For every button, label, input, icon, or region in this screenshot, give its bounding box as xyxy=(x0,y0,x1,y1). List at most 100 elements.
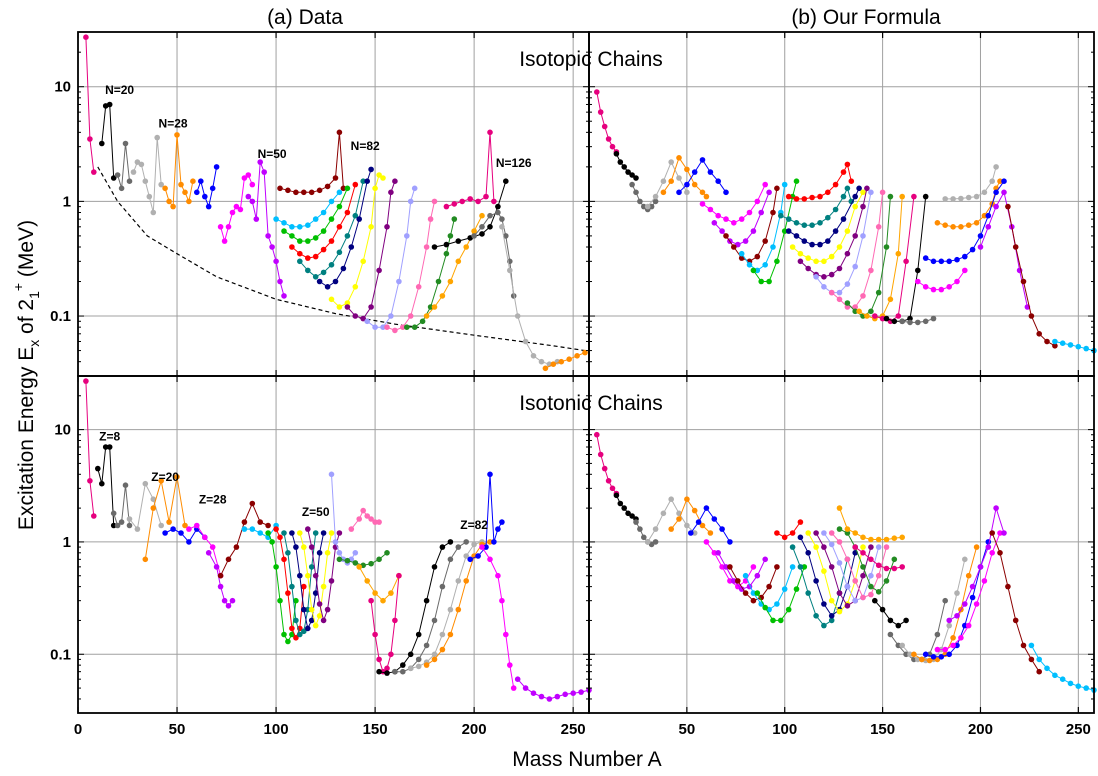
series-line xyxy=(788,188,860,246)
series xyxy=(277,129,347,196)
data-point xyxy=(316,550,323,556)
data-point xyxy=(340,265,347,272)
data-point xyxy=(305,267,311,274)
data-point xyxy=(946,651,952,658)
series-line xyxy=(220,502,269,576)
data-point xyxy=(597,451,604,458)
data-point xyxy=(903,651,909,658)
data-point xyxy=(384,670,390,676)
series xyxy=(471,209,517,299)
series xyxy=(1052,338,1097,354)
data-point xyxy=(507,662,513,668)
data-point xyxy=(495,203,501,210)
data-point xyxy=(821,274,827,280)
data-point xyxy=(289,530,295,536)
data-point xyxy=(750,564,757,570)
series xyxy=(467,471,505,563)
series xyxy=(594,89,620,155)
data-point xyxy=(126,516,133,522)
data-point xyxy=(652,198,659,205)
data-point xyxy=(1052,343,1058,349)
data-point xyxy=(836,590,843,596)
series xyxy=(872,597,909,629)
data-point xyxy=(652,539,659,545)
data-point xyxy=(202,534,208,541)
data-point xyxy=(973,193,980,200)
data-point xyxy=(836,560,843,566)
series xyxy=(542,349,588,372)
series xyxy=(289,530,327,632)
series-line xyxy=(596,434,617,494)
data-point xyxy=(249,526,256,532)
data-point xyxy=(844,281,851,287)
data-point xyxy=(411,324,418,331)
data-point xyxy=(360,258,367,265)
data-point xyxy=(993,203,999,210)
data-point xyxy=(522,685,529,691)
data-point xyxy=(142,556,149,563)
data-point xyxy=(938,286,945,293)
data-point xyxy=(396,278,402,285)
data-point xyxy=(1044,338,1050,345)
data-point xyxy=(973,220,980,226)
series xyxy=(911,544,980,664)
data-point xyxy=(883,315,890,322)
data-point xyxy=(1044,665,1050,672)
series xyxy=(194,164,220,210)
data-point xyxy=(597,109,604,115)
data-point xyxy=(297,530,303,536)
data-point xyxy=(828,253,835,260)
data-point xyxy=(439,293,446,299)
data-point xyxy=(868,308,874,315)
data-point xyxy=(1012,617,1019,624)
data-point xyxy=(1005,203,1011,210)
data-point xyxy=(499,519,505,525)
data-point xyxy=(903,258,909,265)
data-point xyxy=(1052,338,1058,345)
data-point xyxy=(106,444,113,450)
data-point xyxy=(423,313,430,319)
data-point xyxy=(150,505,157,511)
data-point xyxy=(431,651,438,658)
data-point xyxy=(388,189,394,196)
data-point xyxy=(860,594,866,601)
data-point xyxy=(699,201,706,207)
data-point xyxy=(836,296,843,303)
data-point xyxy=(158,522,164,529)
data-point xyxy=(942,222,948,228)
series-line xyxy=(1030,645,1095,691)
data-point xyxy=(621,505,627,511)
data-point xyxy=(336,129,343,136)
data-point xyxy=(1001,178,1007,184)
series xyxy=(828,530,890,601)
data-point xyxy=(723,564,729,570)
data-point xyxy=(766,189,772,196)
data-point xyxy=(293,617,299,624)
series-line xyxy=(788,162,852,200)
data-point xyxy=(99,480,105,487)
data-point xyxy=(205,203,212,210)
data-point xyxy=(479,231,485,237)
title-b: (b) Our Formula xyxy=(791,6,941,29)
data-point xyxy=(305,222,311,228)
data-point xyxy=(91,169,97,175)
data-point xyxy=(785,228,792,234)
data-point xyxy=(797,258,804,265)
series xyxy=(660,155,710,200)
series xyxy=(114,140,133,192)
series-line xyxy=(792,546,848,627)
data-point xyxy=(950,642,956,649)
data-point xyxy=(742,572,749,579)
annotation-label: N=50 xyxy=(258,147,287,161)
data-point xyxy=(364,578,371,584)
data-point xyxy=(965,572,972,579)
annotation-label: N=126 xyxy=(496,156,532,170)
data-point xyxy=(958,195,964,202)
series xyxy=(750,178,800,285)
data-point xyxy=(652,193,659,200)
data-point xyxy=(789,544,796,550)
series xyxy=(915,267,968,293)
data-point xyxy=(439,583,446,590)
series xyxy=(514,676,592,702)
data-point xyxy=(746,209,753,216)
